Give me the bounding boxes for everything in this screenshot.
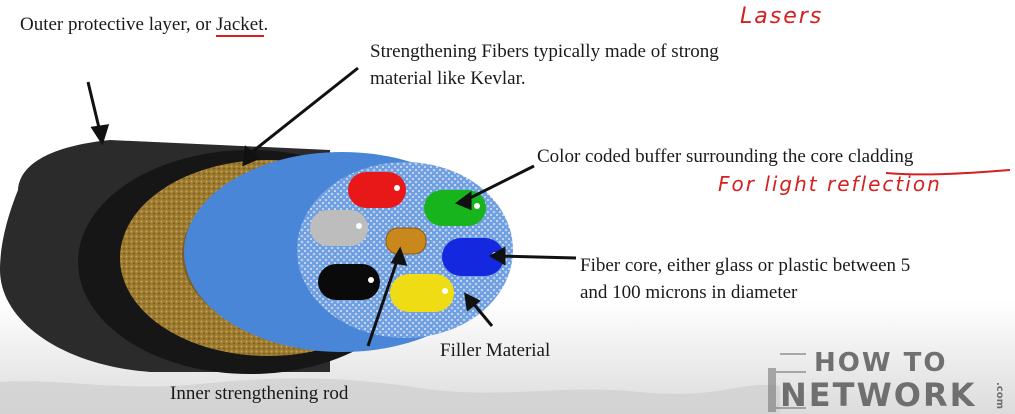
arrow-buffer (465, 164, 535, 202)
jacket-label-prefix: Outer protective layer, or (20, 14, 217, 35)
logo-frame-icon (768, 353, 806, 412)
buffer-blue (442, 238, 504, 276)
buffer-group (310, 172, 504, 312)
pen-underline-cladding (885, 169, 1011, 176)
arrowhead-buffer (455, 191, 472, 211)
logo-line2: NETWORK (780, 376, 977, 414)
floor-edge (0, 378, 780, 414)
buffer-label: Color coded buffer surrounding the core … (537, 143, 913, 170)
arrow-fibers (251, 66, 359, 154)
filler-label: Filler Material (440, 340, 551, 361)
pointer-arrows (86, 66, 577, 347)
arrow-core (499, 254, 577, 260)
arrow-rod (366, 257, 400, 347)
buffer-black-core-dot (368, 277, 374, 283)
buffer-gray-core-dot (356, 223, 362, 229)
buffer-label-underlined: core cladding (810, 146, 914, 167)
buffer-label-prefix: Color coded buffer surrounding the (537, 146, 811, 167)
fibers-label-line1: Strengthening Fibers typically made of s… (370, 41, 719, 62)
core-label-line1: Fiber core, either glass or plastic betw… (580, 255, 911, 276)
inner-strengthening-rod (385, 227, 427, 255)
arrow-filler (470, 301, 494, 327)
arrowhead-filler (464, 292, 481, 312)
arrowhead-core (489, 246, 506, 266)
jacket-label-suffix: . (263, 14, 269, 35)
arrow-jacket (86, 81, 102, 133)
fibers-label: Strengthening Fibers typically made of s… (370, 38, 719, 92)
jacket-label: Outer protective layer, or Jacket. (20, 11, 268, 38)
buffer-black (318, 264, 380, 300)
logo-suffix: .com (994, 382, 1005, 410)
buffer-yellow (390, 274, 454, 312)
annotation-lasers: Lasers (740, 4, 824, 29)
fibers-label-line2: material like Kevlar. (370, 68, 526, 89)
howtonetwork-logo: HOW TO NETWORK .com (766, 346, 1012, 414)
core-label-line2: and 100 microns in diameter (580, 282, 798, 303)
buffer-red-core-dot (394, 185, 400, 191)
annotation-light-reflection: For light reflection (718, 172, 942, 196)
arrowhead-rod (390, 246, 408, 266)
jacket-label-word: Jacket (216, 14, 264, 37)
logo-line1: HOW TO (814, 348, 948, 378)
arrowhead-fibers (242, 145, 261, 167)
rod-label: Inner strengthening rod (170, 383, 349, 404)
buffer-red (348, 172, 406, 208)
core-label: Fiber core, either glass or plastic betw… (580, 252, 910, 306)
buffer-gray (310, 210, 368, 246)
buffer-green-core-dot (474, 203, 480, 209)
arrowhead-jacket (90, 124, 110, 146)
buffer-yellow-core-dot (442, 288, 448, 294)
